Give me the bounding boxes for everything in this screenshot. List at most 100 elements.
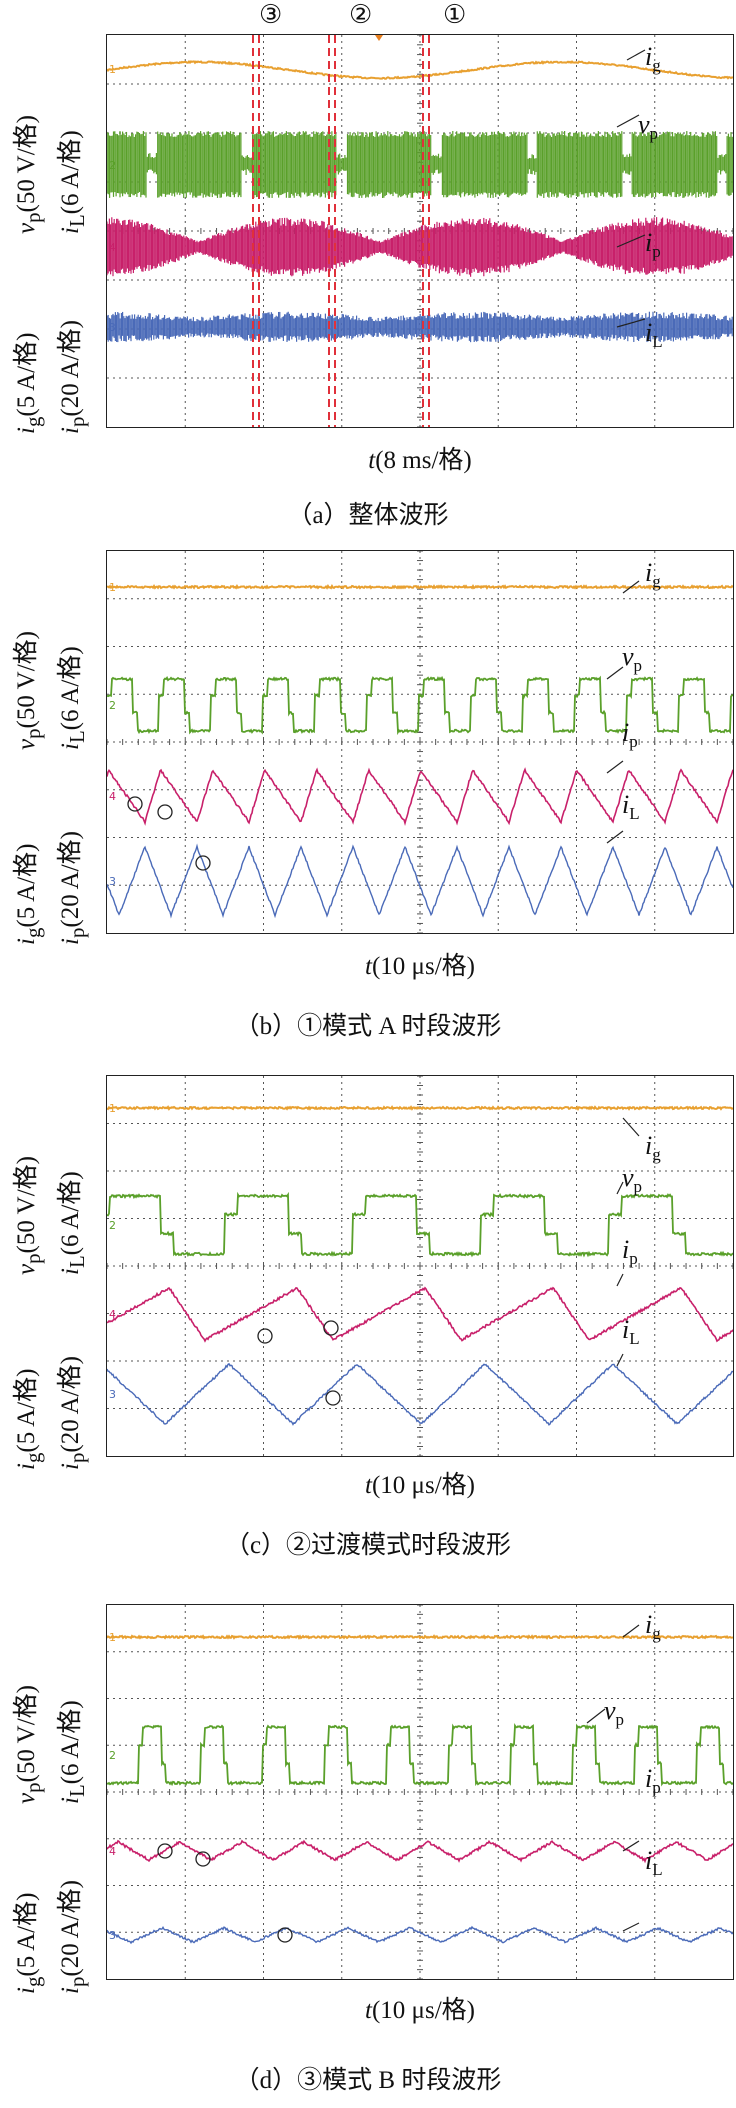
axis-label-lower-b-b: ip(20 A/格) (57, 831, 89, 945)
channel-tag-ip-b: 4 (109, 790, 116, 803)
leader-b-3 (606, 830, 624, 844)
leader-c-2 (616, 1273, 624, 1287)
signal-label-ip-c: ip (622, 1235, 638, 1269)
scope-b-canvas: 1 2 4 3 (107, 551, 733, 933)
trace-ig-b (107, 583, 733, 591)
axis-label-left-c: vp(50 V/格) iL(6 A/格) ig(5 A/格) ip(20 A/格… (0, 1075, 110, 1470)
highlight-circle-c-2 (325, 1390, 341, 1406)
axis-label-lower-c: ig(5 A/格) (13, 1368, 45, 1470)
scope-b-grid (107, 551, 733, 933)
leader-d-2 (622, 1840, 640, 1852)
signal-label-ip-d: ip (645, 1764, 661, 1798)
signal-label-ig-c: ig (645, 1131, 661, 1165)
trace-ig-d (107, 1634, 733, 1640)
channel-tag-ip-c: 4 (109, 1308, 116, 1321)
signal-label-ip-a: ip (645, 228, 661, 262)
scope-d-grid (107, 1605, 733, 1979)
marker-3: ③ (259, 0, 283, 30)
trace-ip-b (107, 767, 733, 827)
highlight-circle-c-0 (257, 1328, 273, 1344)
axis-label-lower-b-c: ip(20 A/格) (57, 1356, 89, 1470)
panel-c: 1 2 4 3 vp(50 V/格) iL(6 A/格) ig(5 A/格) ip(2… (0, 1075, 736, 1595)
leader-d-0 (622, 1624, 640, 1638)
channel-tag-vp-b: 2 (109, 699, 116, 712)
scope-a-canvas: 1 2 4 3 (107, 35, 733, 427)
channel-tag-vp-c: 2 (109, 1219, 116, 1232)
highlight-circle-b-1 (157, 804, 173, 820)
trace-vp-d (107, 1723, 733, 1787)
channel-tag-ig-b: 1 (109, 581, 116, 594)
signal-label-vp-b: vp (622, 642, 643, 676)
trace-il-c (107, 1362, 733, 1426)
axis-label-upper-b-d: iL(6 A/格) (57, 1700, 89, 1804)
channel-tag-il-c: 3 (109, 1388, 116, 1401)
highlight-circle-b-0 (127, 796, 143, 812)
leader-ip-a (616, 234, 646, 248)
caption-a: （a）整体波形 (287, 502, 449, 529)
axis-label-upper-b: vp(50 V/格) (13, 631, 45, 750)
channel-tag-ip-a: 4 (109, 241, 116, 254)
channel-tag-ig-a: 1 (109, 63, 116, 76)
axis-label-upper-b-b: iL(6 A/格) (57, 646, 89, 750)
marker-1: ① (443, 0, 467, 30)
trace-ip-a (107, 217, 733, 277)
trace-ip-d (107, 1839, 733, 1864)
caption-c: （c）②过渡模式时段波形 (224, 1532, 512, 1559)
signal-label-ip-b: ip (622, 718, 638, 752)
scope-d-canvas: 1 2 4 3 (107, 1605, 733, 1979)
scope-c-grid (107, 1076, 733, 1456)
panel-d: 1 2 4 3 vp(50 V/格) iL(6 A/格) ig(5 A/格) ip(2… (0, 1604, 736, 2108)
axis-label-lower-b-a: ip(20 A/格) (57, 320, 89, 434)
signal-label-il-b: iL (622, 790, 640, 824)
axis-label-upper-c: vp(50 V/格) (13, 1156, 45, 1275)
leader-b-0 (622, 580, 640, 594)
signal-label-vp-c: vp (622, 1163, 643, 1197)
highlight-circle-c-1 (323, 1320, 339, 1336)
leader-d-3 (622, 1922, 640, 1932)
signal-label-ig-b: ig (645, 558, 661, 592)
channel-tag-il-a: 3 (109, 321, 116, 334)
axis-label-left-b: vp(50 V/格) iL(6 A/格) ig(5 A/格) ip(20 A/格… (0, 550, 110, 945)
axis-label-lower-a: ig(5 A/格) (13, 332, 45, 434)
signal-label-vp-a: vp (638, 110, 659, 144)
time-label-a: t(8 ms/格) (368, 447, 472, 474)
axis-label-left-d: vp(50 V/格) iL(6 A/格) ig(5 A/格) ip(20 A/格… (0, 1604, 110, 1994)
leader-d-1 (586, 1708, 606, 1724)
highlight-circle-b-2 (195, 855, 211, 871)
axis-label-lower-d: ig(5 A/格) (13, 1892, 45, 1994)
scope-c-canvas: 1 2 4 3 (107, 1076, 733, 1456)
signal-label-il-d: iL (645, 1846, 663, 1880)
axis-label-left-a: vp(50 V/格) iL(6 A/格) ig(5 A/格) ip(20 A/格… (0, 34, 110, 434)
channel-tag-ip-d: 4 (109, 1845, 116, 1858)
leader-b-1 (606, 666, 624, 680)
highlight-circle-d-0 (157, 1843, 173, 1859)
highlight-circle-d-1 (195, 1851, 211, 1867)
leader-c-0 (622, 1117, 640, 1137)
trace-il-a (107, 311, 733, 343)
signal-label-ig-d: ig (645, 1610, 661, 1644)
caption-b: （b）①模式 A 时段波形 (234, 1013, 502, 1040)
trace-ig-c (107, 1105, 733, 1112)
time-label-c: t(10 μs/格) (365, 1472, 475, 1499)
panel-a: ③ ② ① 1 2 4 3 vp(50 V/格) iL(6 A/格) ig(5 A/格… (0, 0, 736, 530)
marker-2: ② (349, 0, 373, 30)
trace-ip-c (107, 1286, 733, 1343)
axis-label-lower-b-d: ip(20 A/格) (57, 1880, 89, 1994)
signal-label-il-c: iL (622, 1315, 640, 1349)
scope-d: 1 2 4 3 (106, 1604, 734, 1980)
trace-ig-a (107, 59, 733, 80)
scope-a: 1 2 4 3 (106, 34, 734, 428)
axis-label-upper-a: vp(50 V/格) (13, 115, 45, 234)
caption-d: （d）③模式 B 时段波形 (234, 2067, 502, 2094)
channel-tag-ig-d: 1 (109, 1631, 116, 1644)
leader-ig-a (626, 49, 646, 61)
trigger-mark-a (375, 35, 383, 41)
trace-il-d (107, 1925, 733, 1945)
signal-label-il-a: iL (645, 318, 663, 352)
trace-vp-a (107, 131, 733, 198)
highlight-circle-d-2 (277, 1927, 293, 1943)
time-label-d: t(10 μs/格) (365, 1997, 475, 2024)
channel-tag-il-d: 3 (109, 1929, 116, 1942)
panel-b: 1 2 4 3 vp(50 V/格) iL(6 A/格) ig(5 A/格) ip(2… (0, 550, 736, 1070)
leader-il-a (616, 318, 646, 328)
